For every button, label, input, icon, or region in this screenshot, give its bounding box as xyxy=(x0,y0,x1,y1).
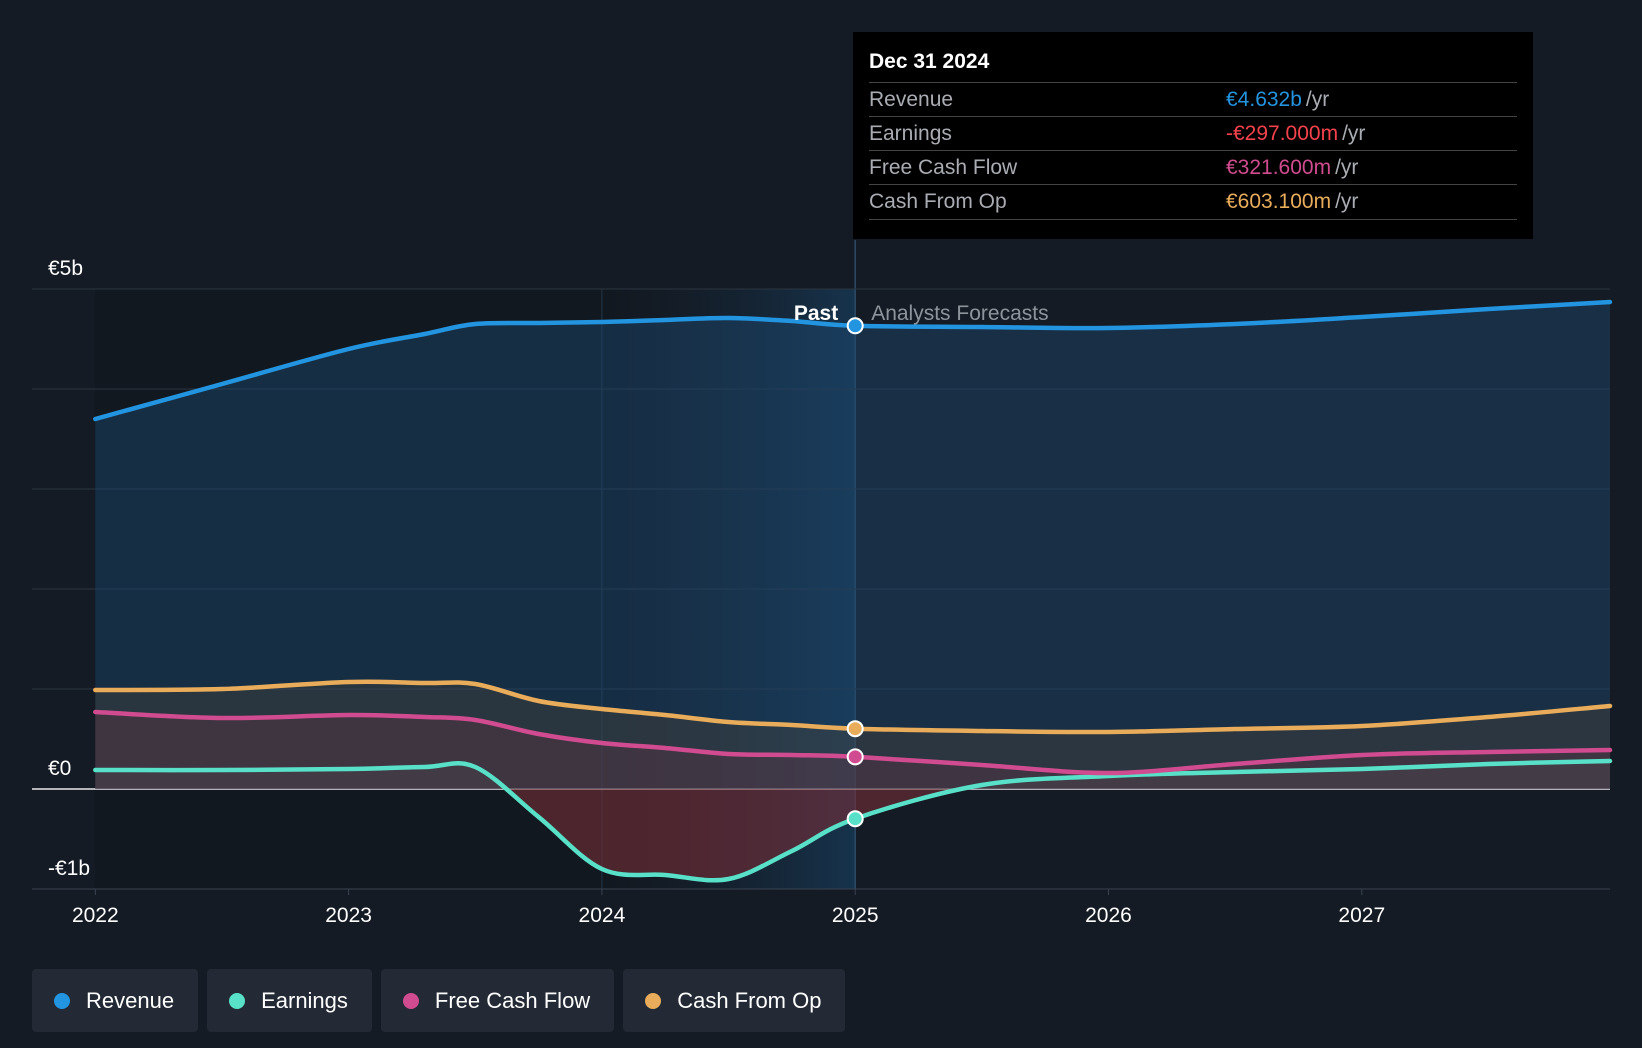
legend-item-revenue[interactable]: Revenue xyxy=(32,969,199,1032)
revenue-area xyxy=(95,302,1610,789)
tooltip-label: Free Cash Flow xyxy=(869,156,1018,179)
legend-item-earnings[interactable]: Earnings xyxy=(207,969,372,1032)
tooltip-label: Revenue xyxy=(869,88,954,111)
tooltip-row-fcf: Free Cash Flow €321.600m/yr xyxy=(869,150,1517,185)
legend-label: Free Cash Flow xyxy=(434,987,591,1013)
cfo-marker xyxy=(846,720,864,738)
x-tick-label: 2024 xyxy=(579,904,626,927)
legend-item-cash-from-op[interactable]: Cash From Op xyxy=(623,969,846,1032)
legend-label: Revenue xyxy=(86,987,175,1013)
x-tick-label: 2026 xyxy=(1085,904,1132,927)
tooltip-row-earnings: Earnings -€297.000m/yr xyxy=(869,116,1517,151)
y-tick-label: -€1b xyxy=(48,857,90,880)
tooltip-row-revenue: Revenue €4.632b/yr xyxy=(869,82,1517,117)
free-cash-flow-dot-icon xyxy=(402,992,419,1009)
tooltip-row-cfo: Cash From Op €603.100m/yr xyxy=(869,184,1517,220)
tooltip-value: €603.100m xyxy=(1226,190,1332,213)
revenue-marker xyxy=(846,317,864,335)
x-tick-label: 2023 xyxy=(325,904,372,927)
fcf-marker xyxy=(846,748,864,766)
y-tick-label: €5b xyxy=(48,257,83,280)
y-tick-label: €0 xyxy=(48,757,71,780)
revenue-dot-icon xyxy=(54,992,70,1009)
tooltip-value: -€297.000m xyxy=(1226,122,1339,145)
tooltip-value: €321.600m xyxy=(1226,156,1332,179)
earnings-negative-area xyxy=(95,789,1610,881)
tooltip-value: €4.632b xyxy=(1226,88,1302,111)
earnings-marker xyxy=(846,810,864,828)
chart-legend: Revenue Earnings Free Cash Flow Cash Fro… xyxy=(32,969,846,1032)
fcf-area xyxy=(95,712,1610,789)
chart-area: €5b €0 -€1b 2022 2023 2024 2025 2026 2027 Past Ana… xyxy=(32,240,1613,927)
fcf-line xyxy=(93,709,1613,776)
revenue-line xyxy=(93,299,1613,422)
past-label: Past xyxy=(794,302,838,325)
legend-label: Cash From Op xyxy=(677,987,822,1013)
x-tick-label: 2022 xyxy=(72,904,119,927)
data-tooltip: Dec 31 2024 Revenue €4.632b/yr Earnings … xyxy=(853,32,1533,239)
tooltip-unit: /yr xyxy=(1305,88,1330,111)
cash-from-op-dot-icon xyxy=(645,992,662,1009)
tooltip-unit: /yr xyxy=(1342,122,1366,145)
legend-item-free-cash-flow[interactable]: Free Cash Flow xyxy=(380,969,615,1032)
legend-label: Earnings xyxy=(261,987,348,1013)
cfo-line xyxy=(93,679,1613,735)
tooltip-unit: /yr xyxy=(1335,156,1359,179)
earnings-area xyxy=(95,761,1610,881)
tooltip-label: Cash From Op xyxy=(869,190,1007,213)
x-tick-label: 2025 xyxy=(832,904,879,927)
earnings-dot-icon xyxy=(229,992,246,1009)
tooltip-label: Earnings xyxy=(869,122,952,145)
tooltip-date: Dec 31 2024 xyxy=(869,50,990,73)
tooltip-unit: /yr xyxy=(1335,190,1359,213)
x-tick-label: 2027 xyxy=(1338,904,1385,927)
forecast-label: Analysts Forecasts xyxy=(871,302,1048,325)
earnings-line xyxy=(93,758,1613,883)
